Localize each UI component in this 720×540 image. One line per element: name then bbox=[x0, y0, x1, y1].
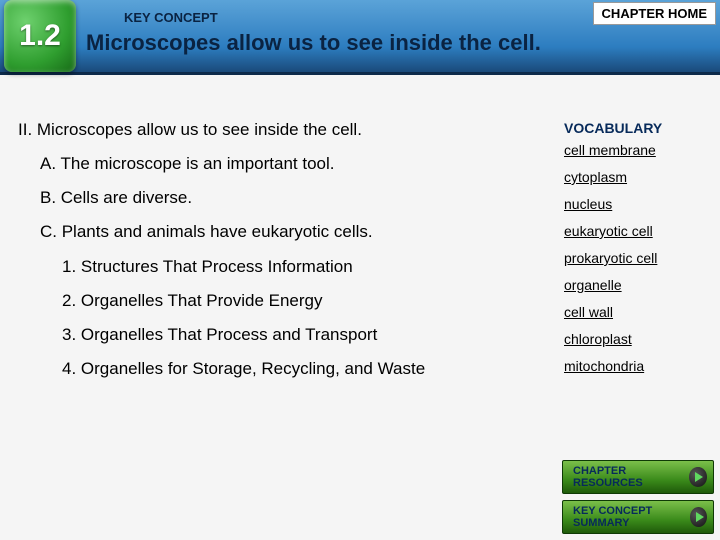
vocab-link-chloroplast[interactable]: chloroplast bbox=[564, 331, 714, 347]
outline-item-c2: 2. Organelles That Provide Energy bbox=[62, 290, 543, 312]
section-badge: 1.2 bbox=[4, 0, 76, 72]
play-icon bbox=[690, 507, 707, 527]
outline-main: II. Microscopes allow us to see inside t… bbox=[18, 120, 543, 140]
chapter-resources-label: CHAPTER RESOURCES bbox=[573, 465, 689, 489]
vocabulary-panel: VOCABULARY cell membrane cytoplasm nucle… bbox=[564, 120, 714, 385]
chapter-home-button[interactable]: CHAPTER HOME bbox=[593, 2, 716, 25]
vocab-link-cell-wall[interactable]: cell wall bbox=[564, 304, 714, 320]
vocab-link-cytoplasm[interactable]: cytoplasm bbox=[564, 169, 714, 185]
key-concept-label: KEY CONCEPT bbox=[124, 10, 218, 25]
key-concept-summary-button[interactable]: KEY CONCEPT SUMMARY bbox=[562, 500, 714, 534]
outline-item-c3: 3. Organelles That Process and Transport bbox=[62, 324, 543, 346]
vocab-link-nucleus[interactable]: nucleus bbox=[564, 196, 714, 212]
outline-item-b: B. Cells are diverse. bbox=[40, 188, 543, 208]
vocab-link-eukaryotic-cell[interactable]: eukaryotic cell bbox=[564, 223, 714, 239]
page-title: Microscopes allow us to see inside the c… bbox=[86, 30, 541, 56]
play-icon bbox=[689, 467, 707, 487]
vocab-link-prokaryotic-cell[interactable]: prokaryotic cell bbox=[564, 250, 714, 266]
section-number: 1.2 bbox=[19, 19, 61, 53]
outline-item-c: C. Plants and animals have eukaryotic ce… bbox=[40, 222, 543, 242]
vocab-link-organelle[interactable]: organelle bbox=[564, 277, 714, 293]
header-banner: 1.2 KEY CONCEPT Microscopes allow us to … bbox=[0, 0, 720, 75]
outline-item-a: A. The microscope is an important tool. bbox=[40, 154, 543, 174]
key-concept-summary-label: KEY CONCEPT SUMMARY bbox=[573, 505, 690, 529]
chapter-resources-button[interactable]: CHAPTER RESOURCES bbox=[562, 460, 714, 494]
outline-item-c4: 4. Organelles for Storage, Recycling, an… bbox=[62, 358, 543, 380]
vocabulary-heading: VOCABULARY bbox=[564, 120, 714, 136]
vocab-link-mitochondria[interactable]: mitochondria bbox=[564, 358, 714, 374]
outline-item-c1: 1. Structures That Process Information bbox=[62, 256, 543, 278]
vocab-link-cell-membrane[interactable]: cell membrane bbox=[564, 142, 714, 158]
outline: II. Microscopes allow us to see inside t… bbox=[18, 120, 543, 392]
